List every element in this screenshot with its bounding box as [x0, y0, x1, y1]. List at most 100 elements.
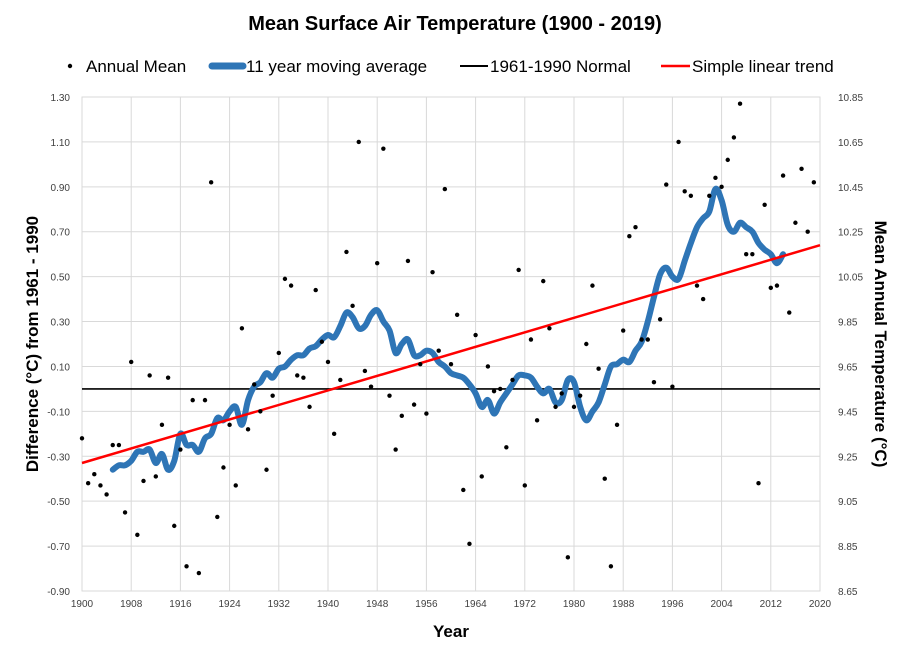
annual-mean-point — [670, 384, 675, 389]
annual-mean-point — [614, 422, 620, 428]
x-tick-label: 2020 — [809, 599, 832, 610]
annual-mean-point — [811, 180, 817, 185]
annual-mean-point — [424, 411, 429, 416]
legend-annual-mean-marker — [67, 63, 73, 69]
annual-mean-point — [375, 260, 380, 266]
annual-mean-point — [282, 276, 288, 282]
annual-mean-point — [651, 379, 657, 385]
left-y-tick-label: -0.90 — [47, 587, 70, 598]
right-y-tick-label: 9.85 — [838, 318, 858, 329]
annual-mean-point — [559, 391, 564, 396]
x-tick-label: 1940 — [317, 599, 340, 610]
left-y-axis-title: Difference (°C) from 1961 - 1990 — [23, 216, 42, 472]
legend-normal-label: 1961-1990 Normal — [490, 57, 631, 76]
annual-mean-point — [178, 447, 183, 452]
left-y-tick-label: 0.70 — [51, 228, 71, 239]
annual-mean-point — [639, 337, 644, 342]
right-y-axis-ticks: 10.85 10.65 10.45 10.25 10.05 9.85 9.65 9.45 9.2… — [838, 93, 863, 598]
right-y-axis-title: Mean Annual Temperature (°C) — [871, 221, 890, 468]
annual-mean-point — [159, 422, 165, 428]
annual-mean-point — [719, 184, 724, 190]
right-y-tick-label: 9.25 — [838, 452, 858, 463]
left-y-tick-label: 1.10 — [51, 138, 71, 149]
annual-mean-point — [725, 157, 730, 163]
right-y-tick-label: 8.65 — [838, 587, 858, 598]
annual-mean-point — [627, 234, 632, 239]
annual-mean-point — [577, 393, 583, 398]
annual-mean-point — [325, 359, 331, 365]
annual-mean-point — [608, 564, 614, 569]
annual-mean-point — [129, 359, 134, 365]
annual-mean-point — [565, 555, 571, 560]
x-tick-label: 1924 — [218, 599, 241, 610]
x-axis-ticks: 1900 1908 1916 1924 1932 1940 1948 1956 1964 1972… — [71, 97, 832, 610]
annual-mean-point — [442, 186, 448, 192]
plot-area — [81, 96, 821, 592]
annual-mean-point — [344, 249, 349, 255]
chart-title: Mean Surface Air Temperature (1900 - 201… — [248, 13, 662, 35]
annual-mean-point — [215, 514, 220, 520]
annual-mean-point — [331, 431, 337, 437]
annual-mean-point — [700, 296, 706, 302]
annual-mean-point — [245, 427, 251, 432]
annual-mean-point — [208, 180, 214, 185]
annual-mean-point — [276, 350, 281, 356]
annual-mean-point — [467, 541, 472, 547]
annual-mean-point — [491, 388, 497, 394]
left-y-tick-label: 0.10 — [51, 362, 71, 373]
left-y-tick-label: -0.10 — [47, 407, 70, 418]
x-tick-label: 1932 — [268, 599, 291, 610]
x-tick-label: 1900 — [71, 599, 94, 610]
annual-mean-point — [750, 251, 755, 257]
annual-mean-point — [768, 285, 773, 291]
annual-mean-point — [405, 258, 411, 264]
annual-mean-point — [737, 101, 743, 106]
annual-mean-point — [664, 182, 669, 187]
right-y-tick-label: 10.65 — [838, 138, 863, 149]
annual-mean-point — [368, 384, 374, 389]
annual-mean-point — [633, 225, 638, 230]
annual-mean-point — [504, 445, 509, 450]
annual-mean-point — [92, 472, 97, 477]
annual-mean-point — [418, 362, 423, 367]
annual-mean-point — [104, 492, 109, 497]
x-tick-label: 1916 — [169, 599, 192, 610]
annual-mean-point — [153, 474, 158, 479]
annual-mean-point — [590, 283, 595, 288]
annual-mean-point — [645, 337, 650, 342]
annual-mean-point — [116, 442, 122, 448]
x-tick-label: 1964 — [464, 599, 487, 610]
x-tick-label: 1972 — [514, 599, 537, 610]
annual-mean-point — [793, 220, 798, 225]
annual-mean-point — [780, 173, 786, 178]
annual-mean-point — [485, 364, 491, 369]
right-y-tick-label: 10.85 — [838, 93, 863, 104]
annual-mean-point — [534, 418, 540, 423]
annual-mean-point — [713, 175, 718, 181]
legend-trend-label: Simple linear trend — [692, 57, 834, 76]
annual-mean-point — [571, 404, 577, 410]
left-y-tick-label: 0.30 — [51, 318, 71, 329]
annual-mean-point — [258, 409, 263, 414]
left-y-tick-label: 0.90 — [51, 183, 71, 194]
linear-trend-line — [81, 244, 821, 465]
annual-mean-point — [202, 397, 208, 403]
annual-mean-point — [436, 348, 441, 353]
annual-mean-point — [301, 375, 306, 380]
x-tick-label: 2004 — [710, 599, 733, 610]
annual-mean-point — [541, 278, 546, 284]
annual-mean-point — [165, 375, 171, 380]
annual-mean-point — [387, 393, 392, 398]
annual-mean-point — [676, 139, 681, 145]
annual-mean-point — [184, 564, 189, 569]
annual-mean-point — [98, 483, 103, 488]
annual-mean-point — [196, 570, 202, 576]
annual-mean-point — [602, 476, 607, 481]
annual-mean-point — [135, 532, 140, 538]
annual-mean-point — [731, 135, 737, 140]
annual-mean-point — [498, 386, 503, 392]
left-y-axis-ticks: 1.30 1.10 0.90 0.70 0.50 0.30 0.10 -0.10 -0.30 -0… — [47, 93, 820, 598]
left-y-tick-label: -0.50 — [47, 497, 70, 508]
x-tick-label: 1988 — [612, 599, 635, 610]
